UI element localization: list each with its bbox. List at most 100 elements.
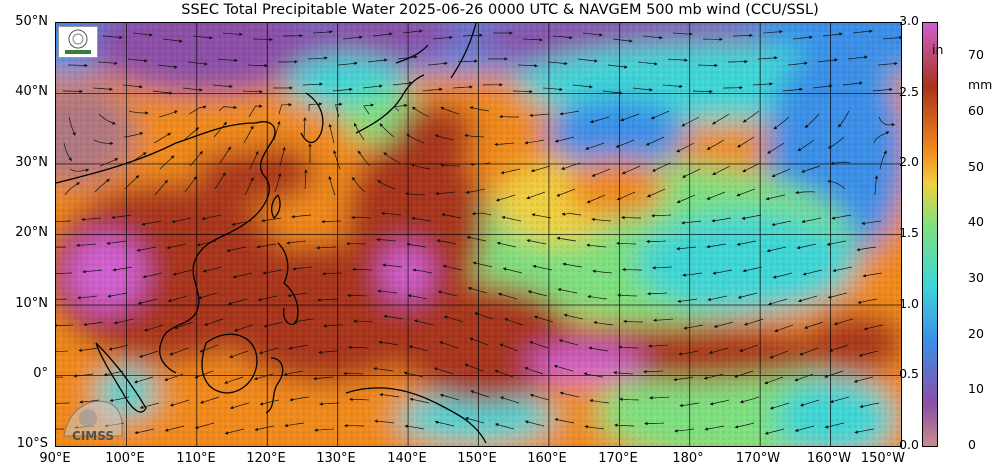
wind-arrow [582,32,603,37]
wind-arrow [413,319,434,326]
wind-arrow [831,214,852,220]
wind-arrow [257,295,278,302]
wind-arrow [256,243,277,249]
wind-arrow [824,422,845,429]
wind-arrow [766,246,787,253]
wind-arrow [464,133,485,138]
wind-arrow [457,59,478,63]
wind-arrow [259,399,280,406]
wind-arrow [737,292,758,299]
wind-arrow [213,121,227,138]
wind-arrow [212,84,233,89]
wind-arrow [742,162,761,173]
lon-label-170e: 170°E [598,451,638,466]
wind-arrow [621,215,641,220]
wind-arrow [500,168,521,175]
wind-arrow [586,243,607,248]
wind-arrow [712,269,733,275]
wind-arrow [293,318,314,324]
wind-arrow [196,240,217,247]
wind-arrow [682,168,701,178]
wind-arrow [466,235,487,242]
wind-arrow [234,324,254,332]
wind-arrow [81,217,102,222]
wind-arrow [796,243,817,250]
wind-arrow [632,87,653,92]
wind-arrow [742,110,760,123]
wind-arrow [465,188,486,194]
wind-arrow [637,61,658,66]
wind-arrow [405,192,426,196]
wind-arrow [552,35,573,40]
wind-arrow [197,292,218,300]
wind-arrow [98,113,116,125]
wind-arrow [706,139,725,150]
wind-arrow [561,162,581,171]
wind-arrow [529,113,550,118]
wind-arrow [792,35,813,40]
wind-arrow [616,191,636,201]
wind-arrow [526,191,546,200]
colorbar-inch-tick: 1.0 [899,295,919,311]
lon-label-150e: 150°E [457,451,497,466]
wind-arrow [709,399,730,406]
wind-arrow [802,269,823,276]
wind-arrow [127,58,148,63]
wind-arrow [879,150,887,170]
wind-arrow [621,165,641,175]
wind-arrow [139,350,159,358]
wind-arrow [512,89,533,94]
wind-arrow [812,84,833,89]
wind-arrow [328,123,335,144]
wind-arrow [204,318,224,326]
wind-arrow [182,87,203,92]
wind-arrow [585,142,605,151]
wind-arrow [157,64,178,69]
wind-arrow [124,175,140,190]
lon-label-170w: 170°W [735,451,781,466]
wind-arrow [226,246,247,253]
wind-arrow [313,376,334,381]
wind-arrow [703,373,724,380]
wind-arrow [287,292,308,298]
wind-arrow [547,61,568,66]
wind-arrow [137,298,158,305]
wind-arrow [189,150,203,167]
wind-arrow [646,188,666,198]
wind-arrow [741,214,762,220]
wind-arrow [736,240,757,246]
wind-arrow [522,38,543,42]
wind-arrow [376,237,397,242]
wind-arrow [496,241,517,248]
wind-arrow [613,371,634,375]
wind-arrow [218,105,238,112]
wind-arrow [829,396,850,404]
wind-arrow [524,367,544,375]
wind-arrow [474,312,494,320]
wind-arrow [462,33,483,37]
wind-arrow [407,294,428,300]
wind-arrow [622,267,642,272]
lat-label-30n: 30°N [15,155,48,170]
wind-arrow [838,110,850,128]
wind-arrow [217,58,238,63]
wind-arrow [497,292,518,300]
wind-arrow [93,139,114,146]
wind-arrow [332,87,353,92]
wind-arrow [526,239,547,245]
wind-arrow [830,161,851,166]
wind-arrow [102,35,123,40]
wind-arrow [878,116,896,127]
wind-arrow [533,315,554,323]
colorbar-mm-tick: 40 [968,214,984,230]
wind-arrow [172,269,193,276]
wind-arrow [602,90,623,95]
wind-arrow [757,56,778,60]
wind-arrow [532,264,553,271]
wind-arrow [769,402,790,410]
wind-arrow [707,295,728,302]
wind-arrow [872,87,893,92]
wind-arrow [378,340,399,346]
wind-arrow [797,295,818,303]
wind-arrow [383,314,404,320]
